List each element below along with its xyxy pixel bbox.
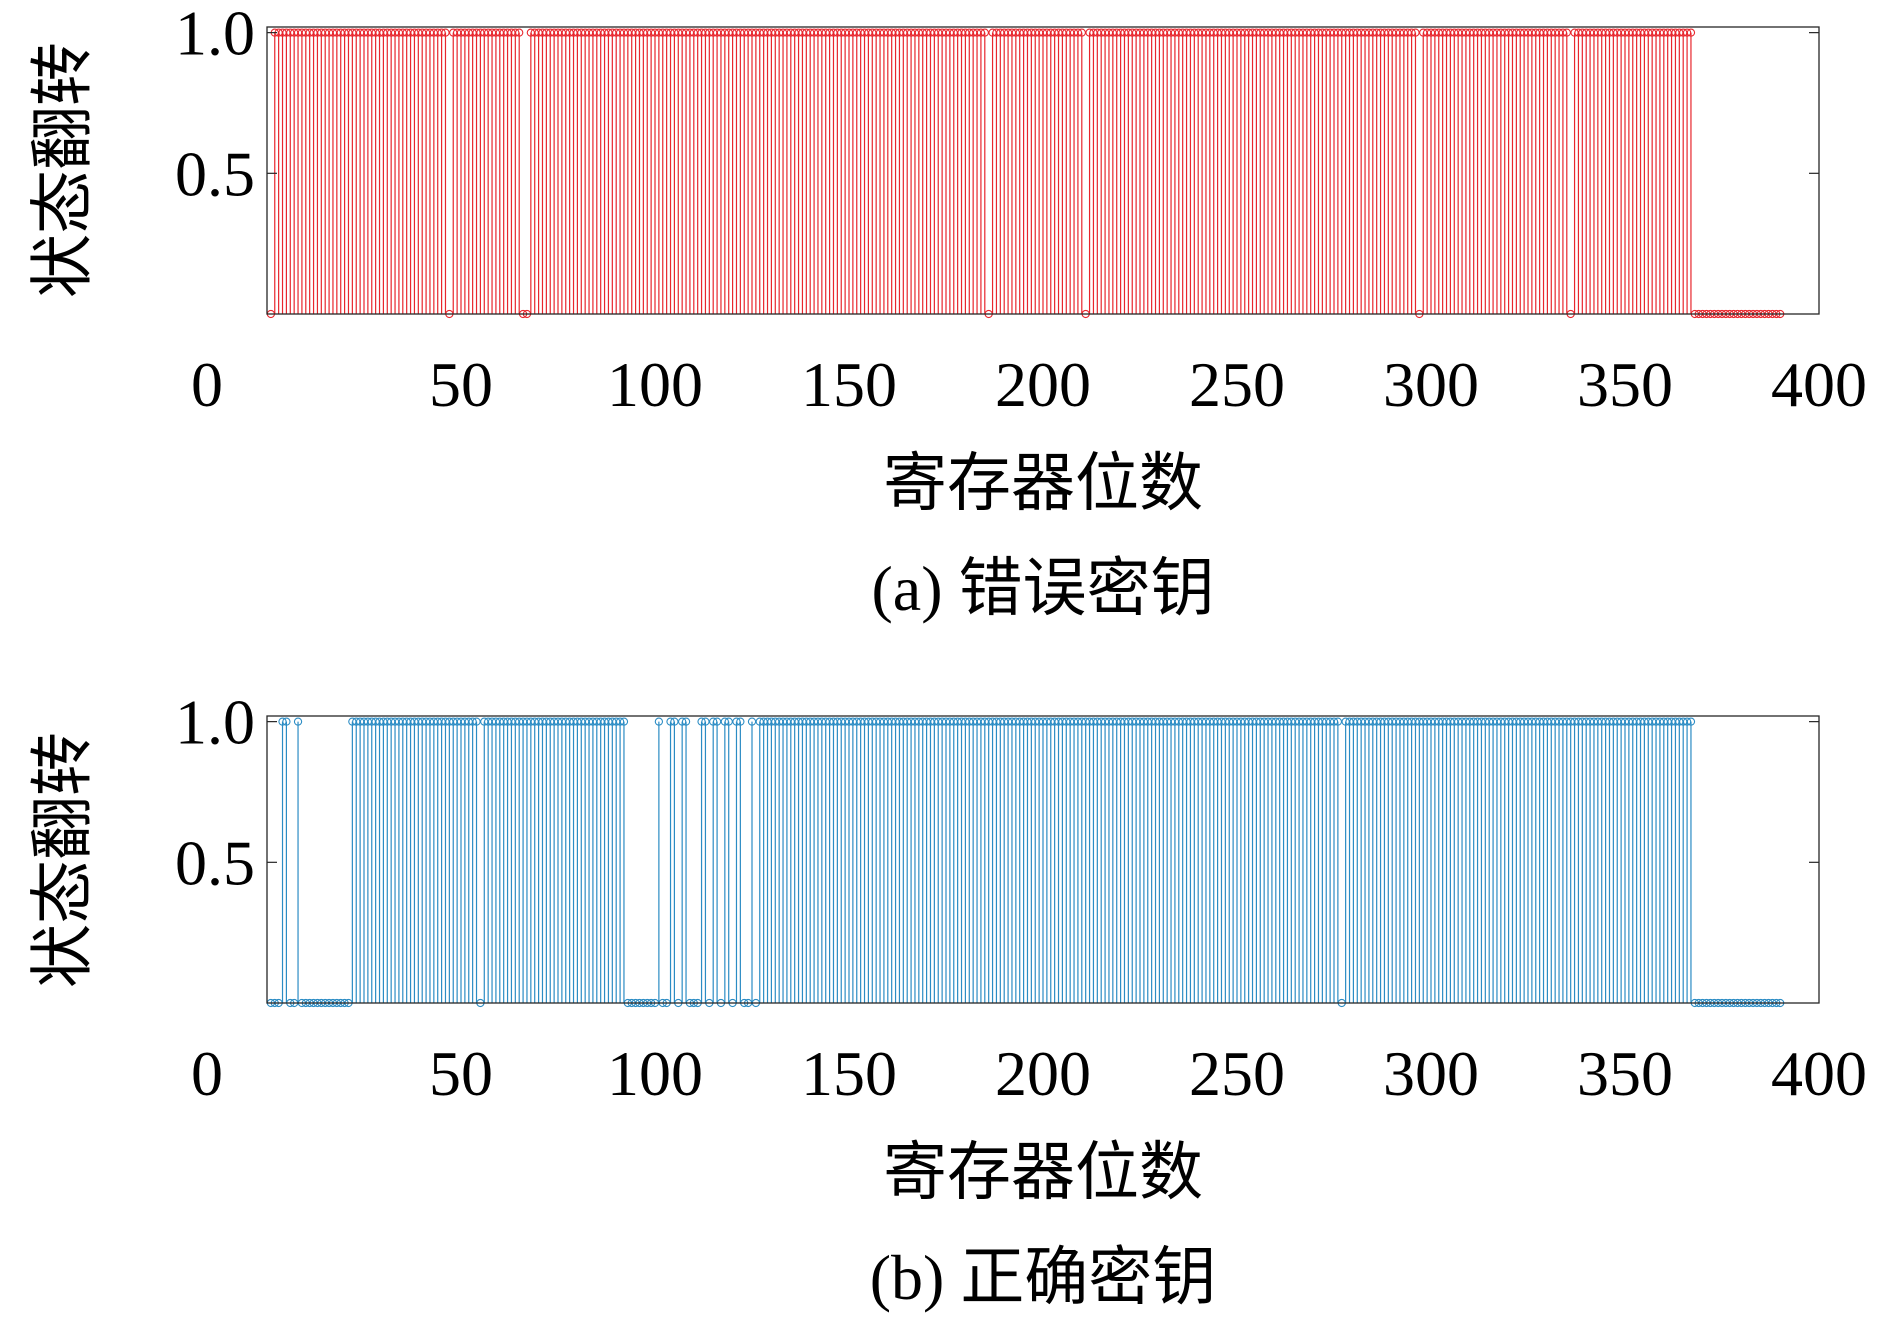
subfigure-caption: (a) 错误密钥 — [871, 553, 1214, 624]
stem-marker — [1686, 28, 1696, 37]
plot-area: 0.5 1.0 0 50 100 150 200 250 300 350 400 — [175, 687, 1867, 1109]
xtick-label: 150 — [801, 1038, 897, 1109]
stem-marker — [747, 717, 757, 726]
ytick-label: 0.5 — [175, 138, 255, 209]
stem-marker — [980, 28, 989, 37]
stem-marker — [724, 717, 733, 726]
plot-area: 0.5 1.0 0 50 100 150 200 250 300 350 400 — [175, 0, 1867, 420]
subplot-correct-key: 0.5 1.0 0 50 100 150 200 250 300 350 400 状态翻转 寄存器位… — [28, 687, 1868, 1313]
subfigure-caption: (b) 正确密钥 — [870, 1242, 1217, 1313]
xtick-label: 400 — [1771, 349, 1867, 420]
xtick-label: 100 — [607, 1038, 703, 1109]
xtick-label: 0 — [191, 349, 223, 420]
xtick-label: 300 — [1383, 349, 1479, 420]
stem-marker — [293, 717, 303, 726]
xtick-label: 250 — [1189, 1038, 1285, 1109]
xtick-label: 200 — [995, 1038, 1091, 1109]
axes-frame — [266, 26, 1820, 315]
stem-marker — [619, 717, 629, 726]
xtick-label: 400 — [1771, 1038, 1867, 1109]
stem-marker — [1077, 28, 1086, 37]
stem-marker — [1686, 717, 1696, 726]
stem-marker — [441, 28, 450, 37]
x-axis-label: 寄存器位数 — [883, 1137, 1203, 1208]
xtick-label: 250 — [1189, 349, 1285, 420]
xtick-label: 200 — [995, 349, 1091, 420]
xtick-label: 350 — [1577, 1038, 1673, 1109]
y-axis-label: 状态翻转 — [28, 732, 99, 988]
stem-marker — [472, 717, 481, 726]
stem-marker — [1333, 717, 1343, 726]
stem-marker — [515, 28, 524, 37]
stem-marker — [1411, 28, 1420, 37]
stem-marker — [681, 717, 691, 726]
xtick-label: 0 — [191, 1038, 223, 1109]
xtick-label: 300 — [1383, 1038, 1479, 1109]
y-axis-label: 状态翻转 — [28, 42, 99, 298]
stem-marker — [701, 717, 710, 726]
subplot-wrong-key: 0.5 1.0 0 50 100 150 200 250 300 350 400 状态翻转 寄存器位… — [28, 0, 1868, 624]
stem-marker — [282, 717, 291, 726]
ytick-label: 1.0 — [175, 687, 255, 758]
xtick-label: 50 — [429, 1038, 493, 1109]
xtick-label: 50 — [429, 349, 493, 420]
stem-marker — [670, 717, 679, 726]
stem-marker — [712, 717, 722, 726]
xtick-label: 150 — [801, 349, 897, 420]
stem-marker — [1562, 28, 1571, 37]
ytick-label: 1.0 — [175, 0, 255, 69]
xtick-label: 100 — [607, 349, 703, 420]
stem-marker — [736, 717, 745, 726]
stem-marker — [654, 717, 664, 726]
axes-frame — [266, 715, 1820, 1004]
ytick-label: 0.5 — [175, 827, 255, 898]
xtick-label: 350 — [1577, 349, 1673, 420]
x-axis-label: 寄存器位数 — [883, 448, 1203, 519]
